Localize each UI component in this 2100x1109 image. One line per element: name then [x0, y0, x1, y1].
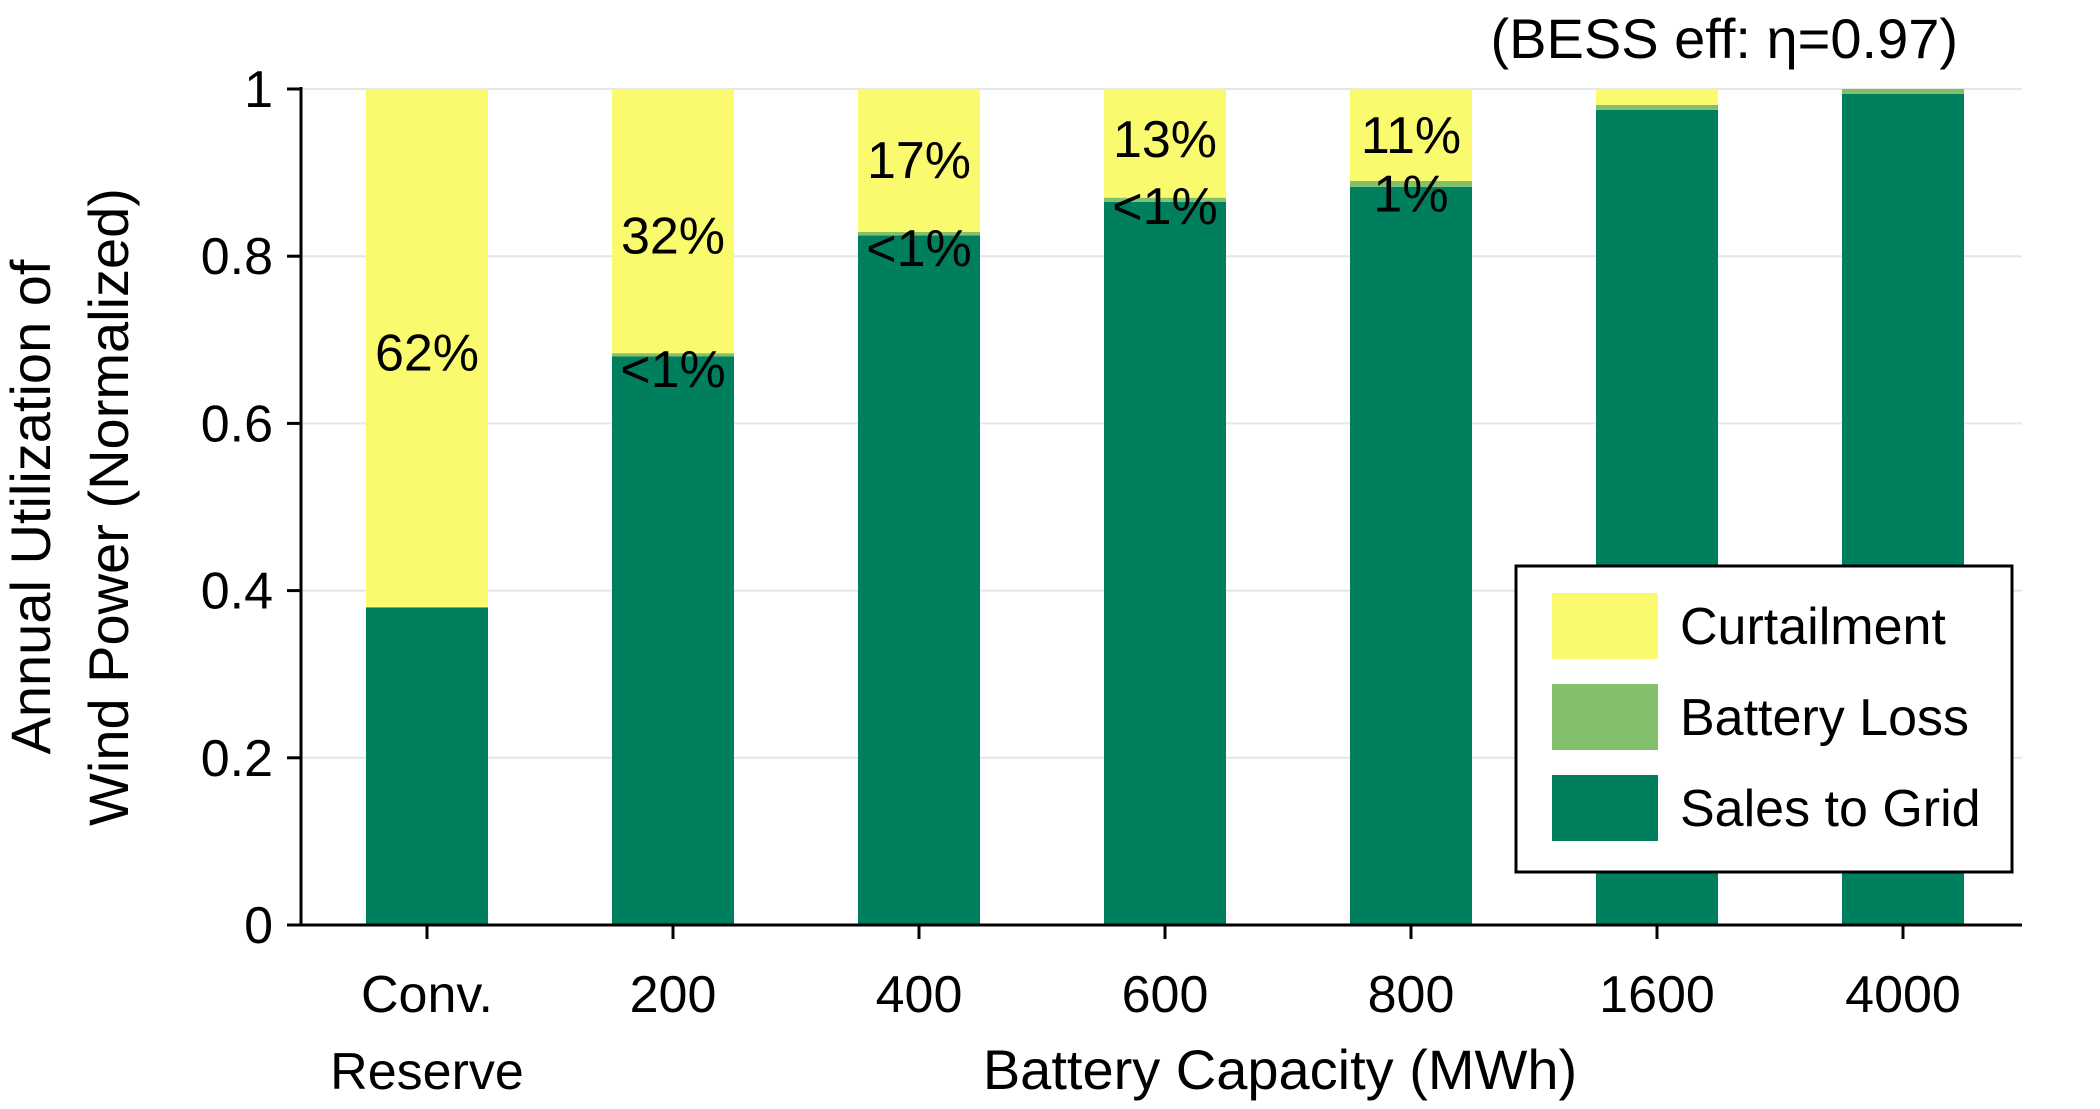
y-tick-label: 0.8 [201, 228, 273, 286]
legend-swatch [1552, 684, 1658, 750]
chart-subtitle: (BESS eff: η=0.97) [1491, 7, 1958, 70]
bar-curtailment [1596, 89, 1718, 105]
x-tick-label: Conv. [361, 966, 493, 1024]
legend-label: Sales to Grid [1680, 780, 1981, 838]
y-tick-label: 0.2 [201, 730, 273, 788]
bar-sales-to-grid [1350, 186, 1472, 925]
y-axis-title-line: Annual Utilization of [0, 259, 62, 754]
bar-battery-loss [1842, 89, 1964, 95]
x-axis-title: Battery Capacity (MWh) [983, 1038, 1577, 1101]
axes: 0 0.2 0.4 0.6 0.8 1 Conv. Reserve 200 400 600 800 16… [201, 61, 2022, 1101]
x-tick-label: 200 [630, 966, 717, 1024]
y-tick-label: 0.4 [201, 563, 273, 621]
legend-label: Curtailment [1680, 598, 1946, 656]
y-axis-title-line: Wind Power (Normalized) [77, 188, 140, 826]
bar-sales-to-grid [366, 607, 488, 925]
bar-annotation: 11% [1361, 107, 1461, 165]
legend: Curtailment Battery Loss Sales to Grid [1514, 564, 2014, 874]
bar-annotation: 62% [375, 324, 479, 382]
bar-curtailment [366, 89, 488, 608]
bar-annotation: <1% [1112, 178, 1218, 236]
bar-battery-loss [858, 231, 980, 236]
x-tick-label: 800 [1368, 966, 1455, 1024]
bar-annotations: 62% 32% <1% 17% <1% 13% <1% 11%1% [375, 107, 1461, 399]
x-tick-label: 400 [876, 966, 963, 1024]
legend-swatch [1552, 593, 1658, 659]
bar-battery-loss [612, 353, 734, 357]
bar-battery-loss [1104, 197, 1226, 202]
bar-annotation: 1% [1373, 166, 1448, 224]
y-axis-title: Annual Utilization of Wind Power (Normali… [0, 188, 140, 826]
bar-curtailment [858, 89, 980, 232]
bar-sales-to-grid [612, 356, 734, 925]
bar-annotation: <1% [620, 341, 726, 399]
y-tick-label: 1 [244, 61, 273, 119]
x-tick-label: Reserve [330, 1043, 524, 1101]
x-tick-label: 1600 [1599, 966, 1715, 1024]
bar-curtailment [1104, 89, 1226, 198]
y-tick-label: 0.6 [201, 395, 273, 453]
x-tick-label: 600 [1122, 966, 1209, 1024]
bar-battery-loss [1596, 104, 1718, 110]
bar-battery-loss [1350, 180, 1472, 187]
legend-swatch [1552, 775, 1658, 841]
y-tick-label: 0 [244, 897, 273, 955]
x-tick-label: 4000 [1845, 966, 1961, 1024]
bar-annotation: <1% [866, 220, 972, 278]
legend-label: Battery Loss [1680, 689, 1969, 747]
bar-sales-to-grid [1104, 201, 1226, 926]
bar-annotation: 13% [1113, 111, 1217, 169]
bars [366, 89, 1964, 926]
bar-curtailment [1350, 89, 1472, 181]
bar-sales-to-grid [858, 235, 980, 926]
bar-curtailment [612, 89, 734, 354]
bar-annotation: 32% [621, 207, 725, 265]
bar-annotation: 17% [867, 132, 971, 190]
